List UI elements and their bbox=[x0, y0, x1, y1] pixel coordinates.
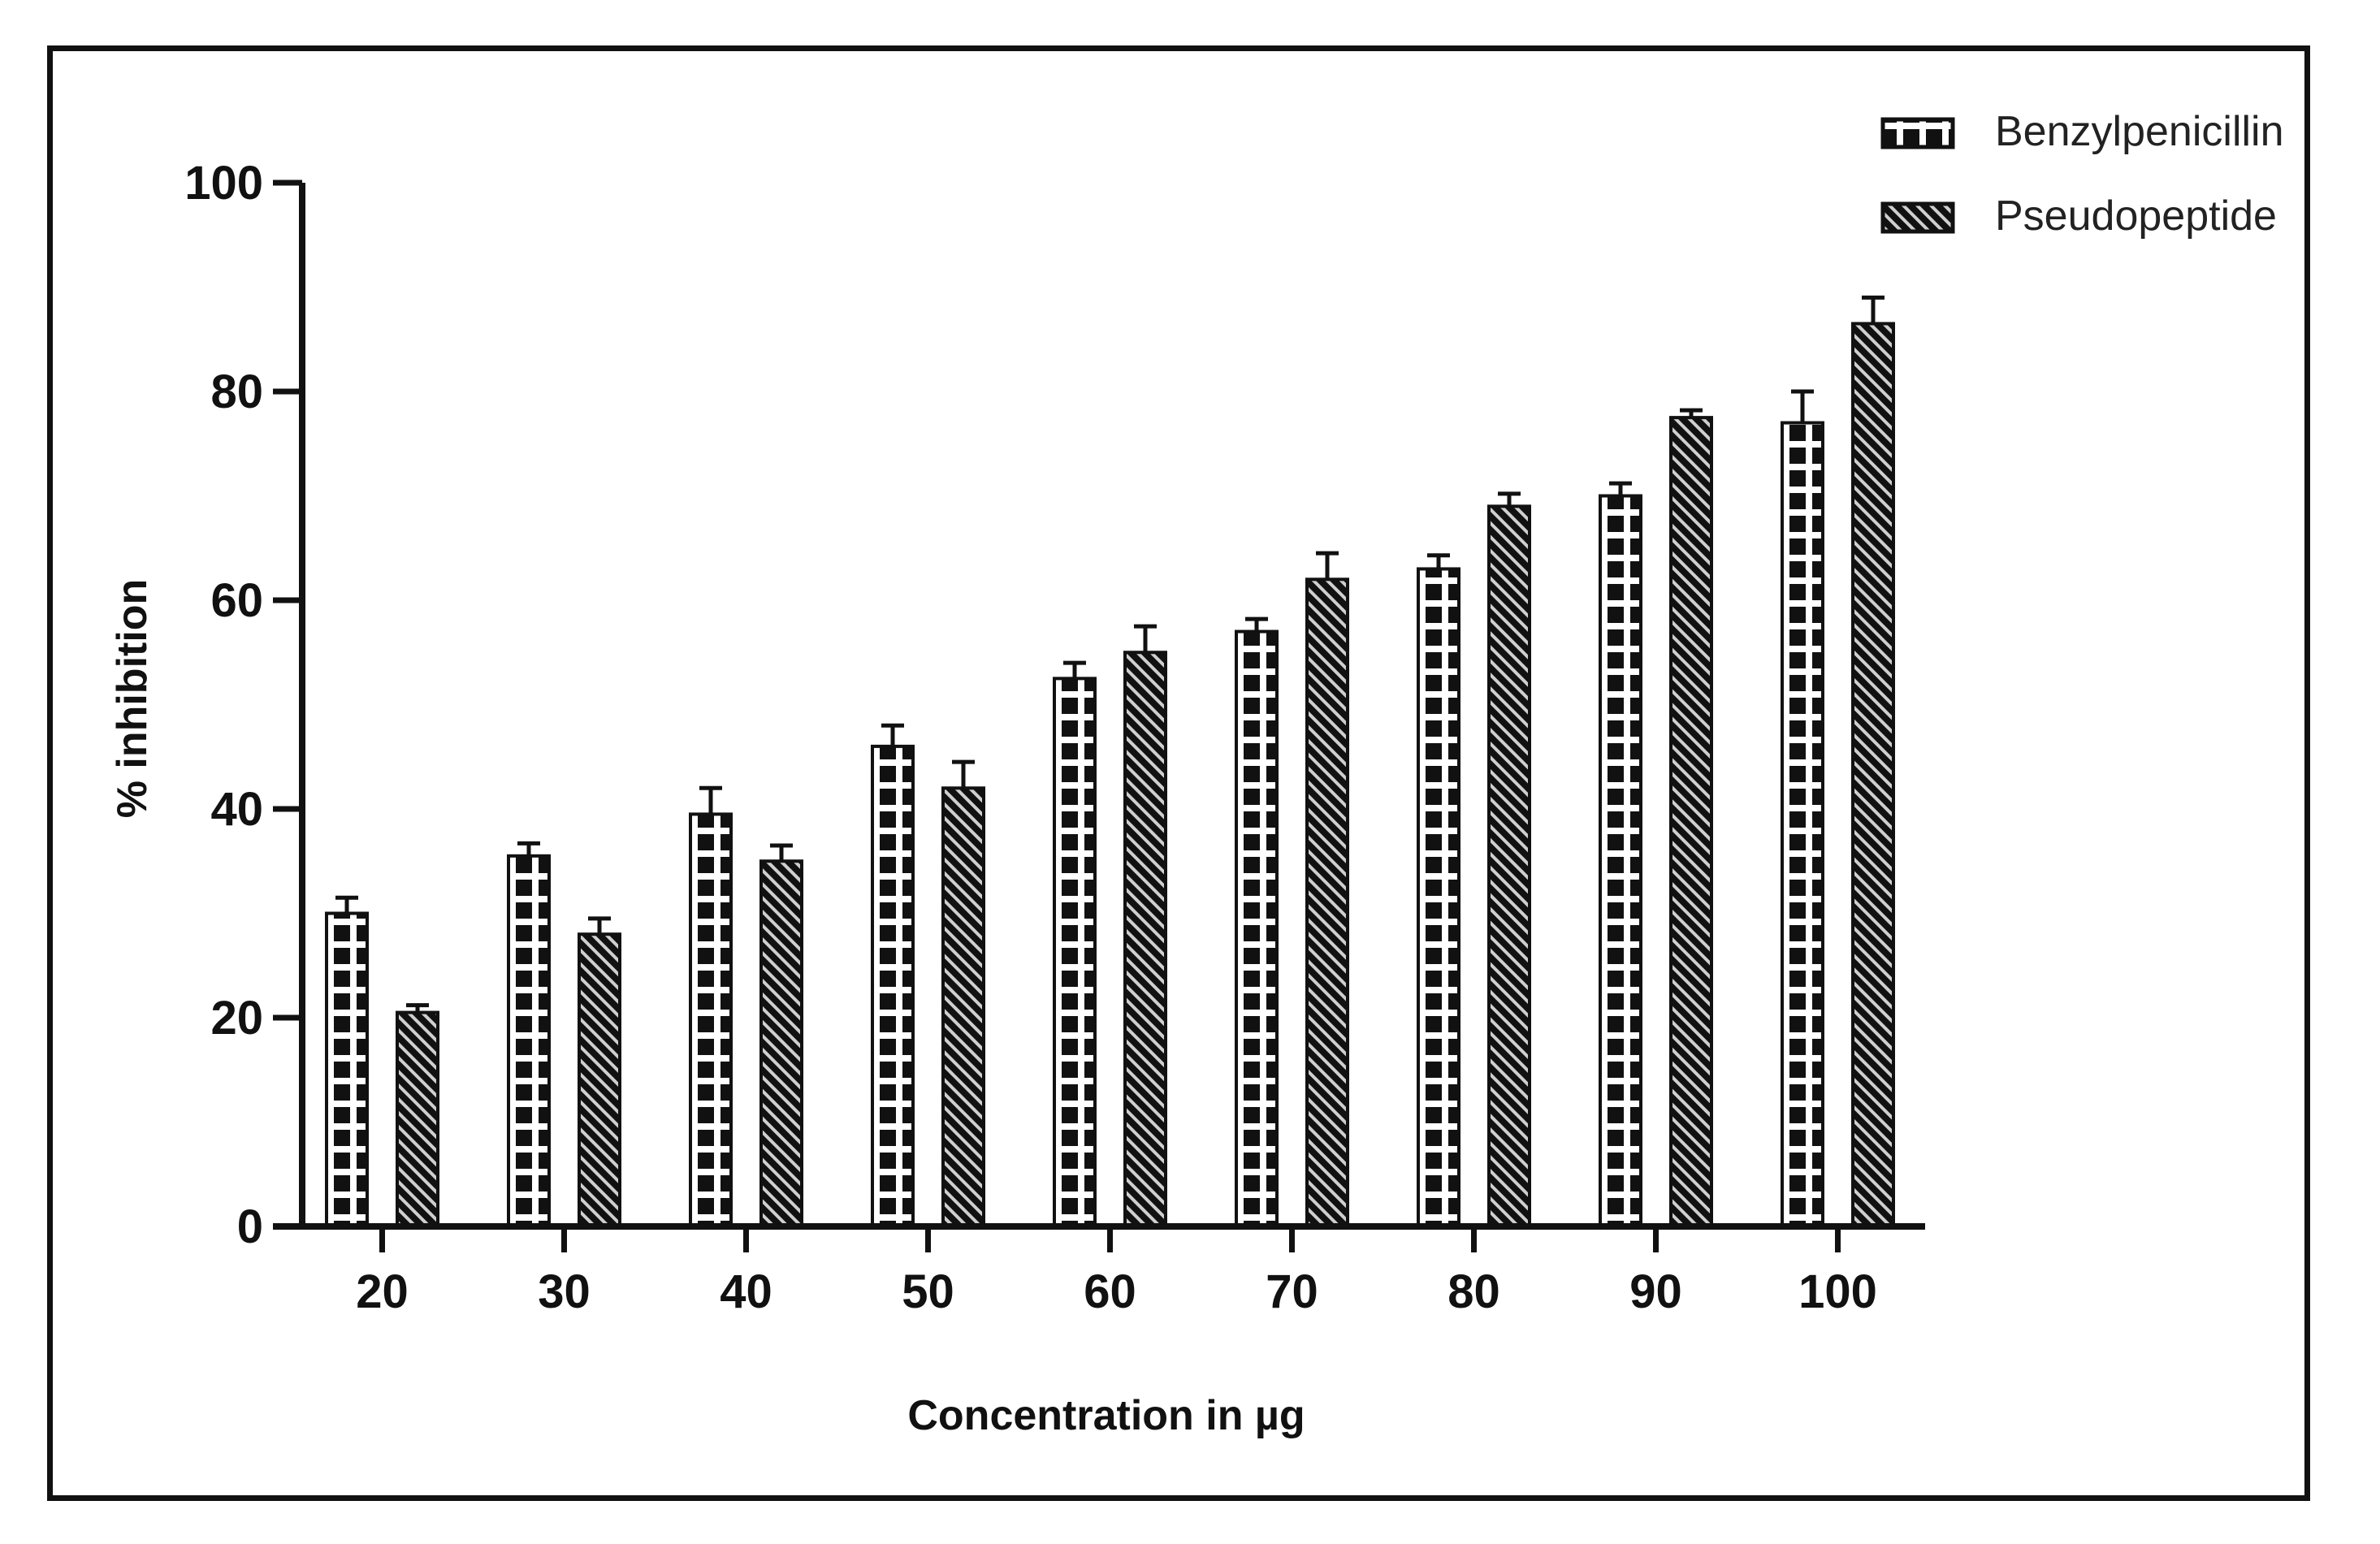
bar-pseudopeptide-70 bbox=[1305, 577, 1349, 1228]
x-tick-label-90: 90 bbox=[1629, 1265, 1682, 1318]
error-bar-pseudopeptide-40 bbox=[770, 843, 793, 862]
bar-pseudopeptide-90 bbox=[1669, 416, 1713, 1228]
bar-benzylpenicillin-40 bbox=[689, 812, 733, 1228]
x-tick-label-60: 60 bbox=[1084, 1265, 1136, 1318]
bar-pseudopeptide-80 bbox=[1487, 504, 1531, 1228]
error-bar-pseudopeptide-50 bbox=[952, 759, 975, 789]
legend-label-benzylpenicillin: Benzylpenicillin bbox=[1995, 108, 2284, 155]
bar-benzylpenicillin-20 bbox=[325, 911, 369, 1228]
error-bar-benzylpenicillin-20 bbox=[335, 895, 358, 914]
error-bar-benzylpenicillin-80 bbox=[1427, 553, 1450, 569]
bar-benzylpenicillin-80 bbox=[1417, 567, 1460, 1228]
bar-pseudopeptide-40 bbox=[759, 859, 803, 1228]
error-bar-benzylpenicillin-90 bbox=[1609, 481, 1632, 496]
x-tick-label-50: 50 bbox=[902, 1265, 954, 1318]
legend-label-pseudopeptide: Pseudopeptide bbox=[1995, 192, 2277, 240]
legend-swatch-benzylpenicillin bbox=[1880, 117, 1955, 149]
bar-benzylpenicillin-100 bbox=[1781, 421, 1824, 1228]
bar-benzylpenicillin-90 bbox=[1599, 494, 1642, 1228]
x-tick-label-20: 20 bbox=[356, 1265, 409, 1318]
y-tick-label-20: 20 bbox=[210, 992, 263, 1044]
bar-pseudopeptide-20 bbox=[396, 1010, 439, 1228]
error-bar-benzylpenicillin-40 bbox=[699, 785, 722, 815]
legend-swatch-pseudopeptide bbox=[1880, 201, 1955, 234]
x-tick-label-80: 80 bbox=[1447, 1265, 1500, 1318]
x-tick-label-70: 70 bbox=[1266, 1265, 1318, 1318]
error-bar-pseudopeptide-30 bbox=[588, 916, 611, 935]
error-bar-pseudopeptide-80 bbox=[1498, 491, 1521, 507]
error-bar-pseudopeptide-90 bbox=[1680, 408, 1703, 418]
error-bar-benzylpenicillin-30 bbox=[517, 841, 540, 856]
error-bar-pseudopeptide-60 bbox=[1134, 624, 1157, 653]
error-bar-benzylpenicillin-60 bbox=[1063, 660, 1086, 679]
y-tick-label-40: 40 bbox=[210, 783, 263, 836]
bar-pseudopeptide-100 bbox=[1851, 322, 1895, 1229]
error-bar-pseudopeptide-20 bbox=[406, 1003, 429, 1013]
bar-benzylpenicillin-30 bbox=[507, 854, 551, 1228]
y-axis-title: % inhibition bbox=[109, 579, 156, 819]
x-tick-label-100: 100 bbox=[1798, 1265, 1877, 1318]
error-bar-benzylpenicillin-50 bbox=[881, 723, 904, 746]
x-tick-label-40: 40 bbox=[720, 1265, 772, 1318]
y-tick-label-100: 100 bbox=[184, 157, 263, 210]
bar-benzylpenicillin-50 bbox=[871, 744, 915, 1228]
error-bar-pseudopeptide-100 bbox=[1862, 295, 1885, 324]
bar-pseudopeptide-30 bbox=[578, 932, 621, 1228]
error-bar-pseudopeptide-70 bbox=[1316, 551, 1339, 580]
error-bar-benzylpenicillin-70 bbox=[1245, 616, 1268, 632]
x-axis-title: Concentration in µg bbox=[907, 1392, 1305, 1439]
x-tick-label-30: 30 bbox=[538, 1265, 591, 1318]
y-tick-label-60: 60 bbox=[210, 574, 263, 627]
bar-benzylpenicillin-60 bbox=[1053, 677, 1097, 1228]
error-bar-benzylpenicillin-100 bbox=[1791, 389, 1814, 423]
y-tick-label-0: 0 bbox=[237, 1200, 263, 1253]
chart-frame bbox=[47, 45, 2310, 1501]
bar-benzylpenicillin-70 bbox=[1235, 629, 1279, 1228]
legend-item-pseudopeptide: Pseudopeptide bbox=[1880, 192, 2277, 240]
y-tick-label-80: 80 bbox=[210, 365, 263, 418]
bar-pseudopeptide-60 bbox=[1123, 651, 1167, 1228]
bar-pseudopeptide-50 bbox=[941, 786, 985, 1228]
legend-item-benzylpenicillin: Benzylpenicillin bbox=[1880, 108, 2284, 155]
